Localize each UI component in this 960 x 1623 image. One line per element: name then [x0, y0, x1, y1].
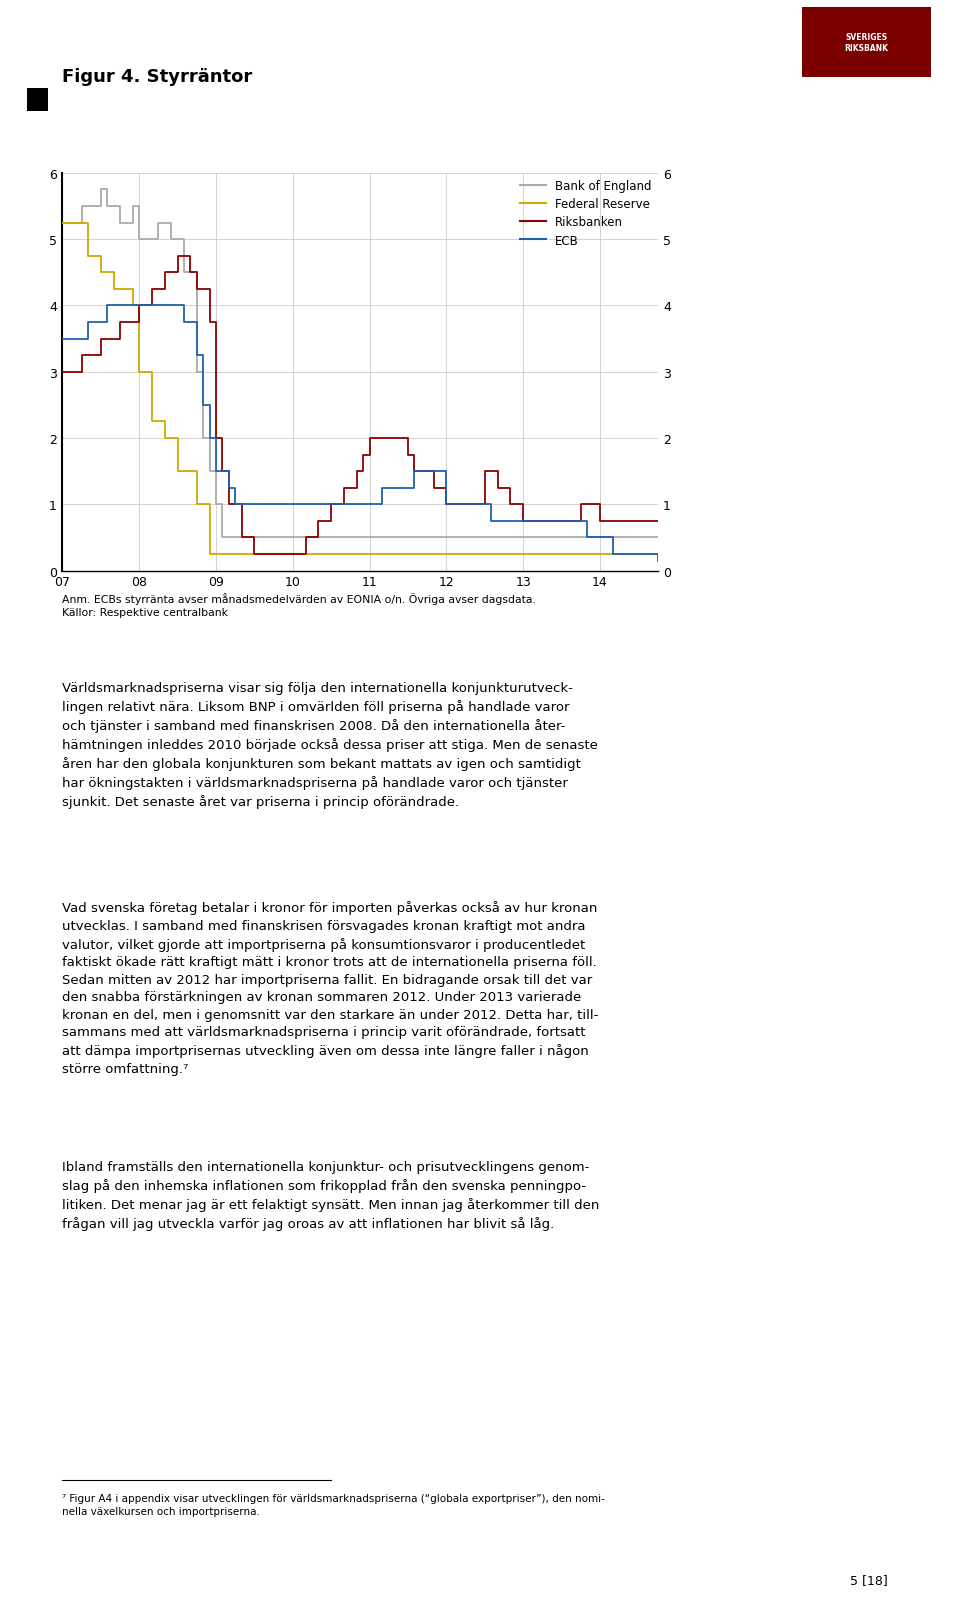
Text: 5 [18]: 5 [18]: [851, 1573, 888, 1586]
Text: Figur 4. Styrräntor: Figur 4. Styrräntor: [62, 68, 252, 86]
Text: Ibland framställs den internationella konjunktur- och prisutvecklingens genom-
s: Ibland framställs den internationella ko…: [62, 1160, 600, 1230]
Legend: Bank of England, Federal Reserve, Riksbanken, ECB: Bank of England, Federal Reserve, Riksba…: [519, 180, 652, 247]
Text: ⁷ Figur A4 i appendix visar utvecklingen för världsmarknadspriserna (“globala ex: ⁷ Figur A4 i appendix visar utvecklingen…: [62, 1493, 605, 1516]
Text: Anm. ECBs styrränta avser månadsmedelvärden av EONIA o/n. Övriga avser dagsdata.: Anm. ECBs styrränta avser månadsmedelvär…: [62, 592, 537, 617]
Text: Världsmarknadspriserna visar sig följa den internationella konjunkturutveck-
lin: Världsmarknadspriserna visar sig följa d…: [62, 682, 598, 808]
Text: Vad svenska företag betalar i kronor för importen påverkas också av hur kronan
u: Vad svenska företag betalar i kronor för…: [62, 901, 599, 1074]
Text: SVERIGES
RIKSBANK: SVERIGES RIKSBANK: [845, 32, 888, 54]
